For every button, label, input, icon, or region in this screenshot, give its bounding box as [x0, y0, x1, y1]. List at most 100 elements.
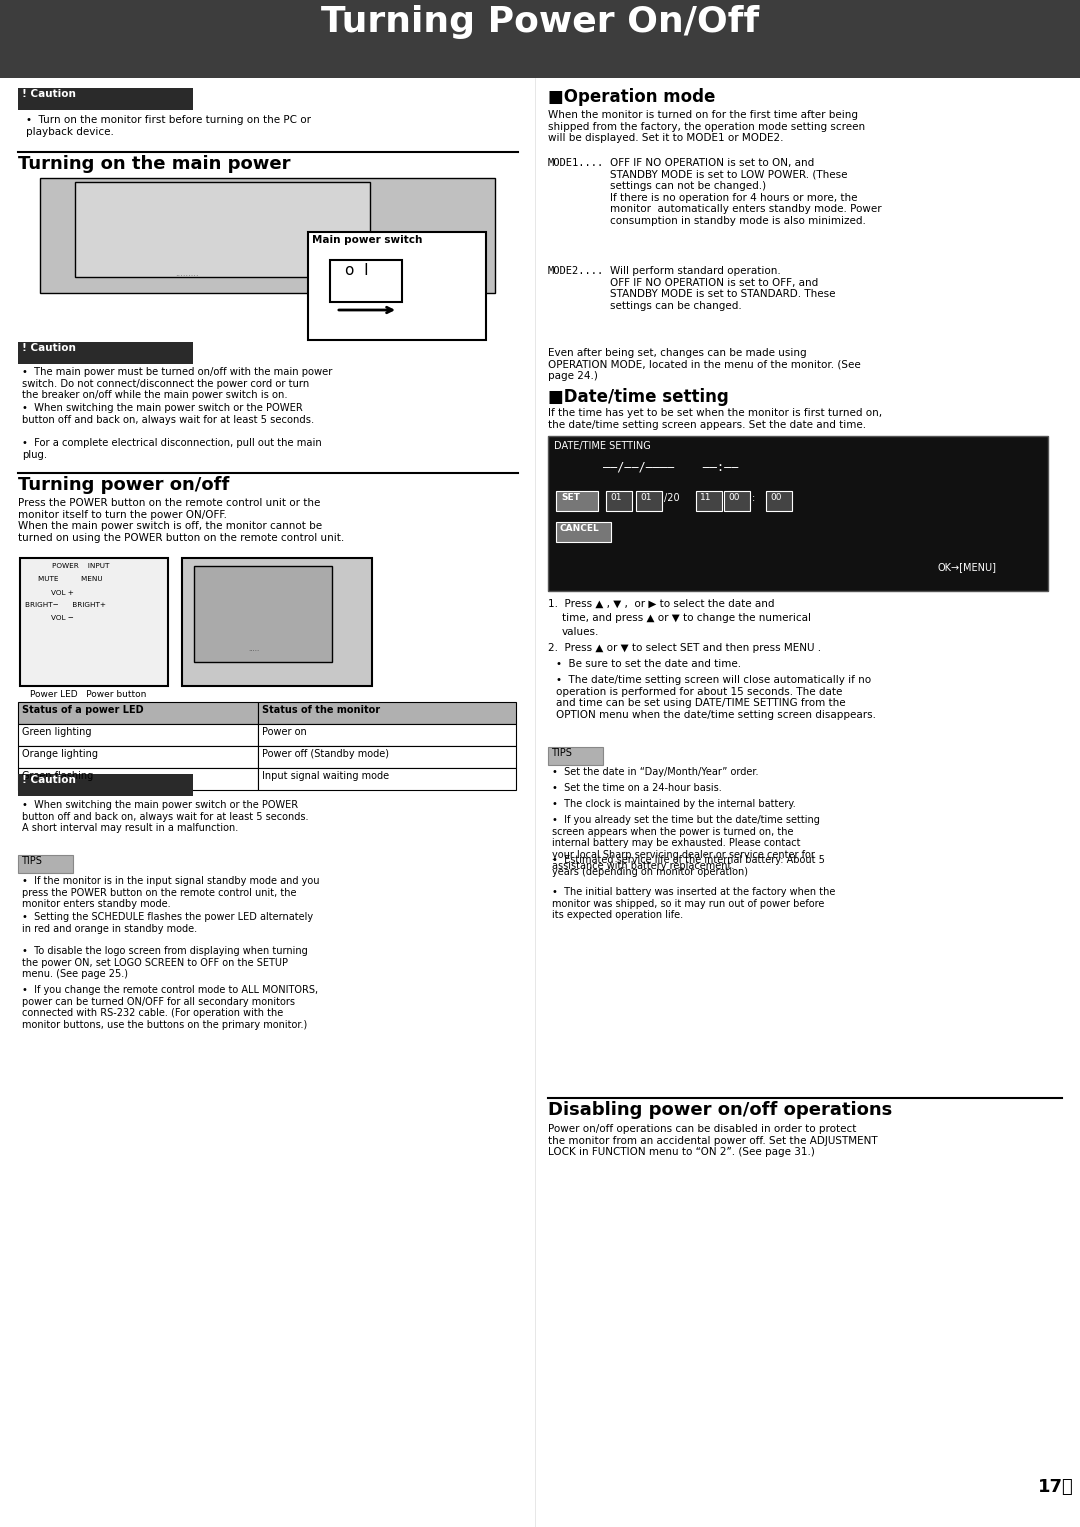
Text: •  Set the time on a 24-hour basis.: • Set the time on a 24-hour basis.: [552, 783, 721, 793]
Text: •  Setting the SCHEDULE flashes the power LED alternately
in red and orange in s: • Setting the SCHEDULE flashes the power…: [22, 912, 313, 933]
Text: •  For a complete electrical disconnection, pull out the main
plug.: • For a complete electrical disconnectio…: [22, 438, 322, 460]
Text: Green flashing: Green flashing: [22, 771, 93, 780]
Bar: [75, 182, 370, 276]
Bar: [18, 89, 193, 110]
Text: 2.  Press ▲ or ▼ to select SET and then press MENU .: 2. Press ▲ or ▼ to select SET and then p…: [548, 643, 821, 654]
Text: •  Estimated service life of the internal battery: About 5
years (depending on m: • Estimated service life of the internal…: [552, 855, 825, 876]
Text: 01: 01: [640, 493, 651, 502]
Text: •  The date/time setting screen will close automatically if no
operation is perf: • The date/time setting screen will clos…: [556, 675, 876, 719]
Text: •  Set the date in “Day/Month/Year” order.: • Set the date in “Day/Month/Year” order…: [552, 767, 758, 777]
Text: :: :: [752, 493, 755, 502]
Bar: [0, 0, 1080, 78]
Text: Power off (Standby mode): Power off (Standby mode): [262, 750, 389, 759]
Text: Green lighting: Green lighting: [22, 727, 92, 738]
Text: TIPS: TIPS: [21, 857, 42, 866]
Text: •  To disable the logo screen from displaying when turning
the power ON, set LOG: • To disable the logo screen from displa…: [22, 947, 308, 979]
Text: ! Caution: ! Caution: [22, 776, 76, 785]
Text: •  The initial battery was inserted at the factory when the
monitor was shipped,: • The initial battery was inserted at th…: [552, 887, 835, 921]
Bar: [21, 557, 168, 686]
Text: OK→[MENU]: OK→[MENU]: [939, 562, 997, 573]
Text: 01: 01: [610, 493, 621, 502]
Text: ! Caution: ! Caution: [22, 344, 76, 353]
Text: Turning Power On/Off: Turning Power On/Off: [321, 5, 759, 40]
Bar: [18, 342, 193, 363]
Bar: [548, 437, 1048, 591]
Bar: [258, 768, 516, 789]
Text: 1.  Press ▲ , ▼ ,  or ▶ to select the date and: 1. Press ▲ , ▼ , or ▶ to select the date…: [548, 599, 774, 609]
Text: ■Operation mode: ■Operation mode: [548, 89, 715, 105]
Text: MUTE          MENU: MUTE MENU: [38, 576, 103, 582]
Text: MODE1....: MODE1....: [548, 157, 604, 168]
Bar: [18, 702, 258, 724]
Bar: [18, 724, 258, 747]
Bar: [330, 260, 402, 302]
Text: Turning on the main power: Turning on the main power: [18, 156, 291, 173]
Text: 11: 11: [700, 493, 712, 502]
Bar: [308, 232, 486, 341]
Text: •  The main power must be turned on/off with the main power
switch. Do not conne: • The main power must be turned on/off w…: [22, 366, 333, 400]
Bar: [766, 492, 792, 512]
Text: 00: 00: [770, 493, 782, 502]
Text: Will perform standard operation.
OFF IF NO OPERATION is set to OFF, and
STANDBY : Will perform standard operation. OFF IF …: [610, 266, 836, 312]
Text: values.: values.: [562, 628, 599, 637]
Bar: [556, 522, 611, 542]
Text: ■Date/time setting: ■Date/time setting: [548, 388, 729, 406]
Text: Status of the monitor: Status of the monitor: [262, 705, 380, 715]
Bar: [548, 747, 603, 765]
Text: BRIGHT−      BRIGHT+: BRIGHT− BRIGHT+: [25, 602, 106, 608]
Bar: [18, 774, 193, 796]
Bar: [18, 855, 73, 873]
Text: DATE/TIME SETTING: DATE/TIME SETTING: [554, 441, 651, 450]
Text: If the time has yet to be set when the monitor is first turned on,
the date/time: If the time has yet to be set when the m…: [548, 408, 882, 429]
Text: •  If the monitor is in the input signal standby mode and you
press the POWER bu: • If the monitor is in the input signal …: [22, 876, 320, 909]
Text: •  Be sure to set the date and time.: • Be sure to set the date and time.: [556, 660, 741, 669]
Text: Power on/off operations can be disabled in order to protect
the monitor from an : Power on/off operations can be disabled …: [548, 1124, 878, 1157]
Text: Main power switch: Main power switch: [312, 235, 422, 244]
Bar: [258, 747, 516, 768]
Text: /20: /20: [664, 493, 679, 502]
Bar: [606, 492, 632, 512]
Text: Even after being set, changes can be made using
OPERATION MODE, located in the m: Even after being set, changes can be mad…: [548, 348, 861, 382]
Text: When the monitor is turned on for the first time after being
shipped from the fa: When the monitor is turned on for the fi…: [548, 110, 865, 144]
Text: VOL −: VOL −: [51, 615, 73, 621]
Text: •  When switching the main power switch or the POWER
button off and back on, alw: • When switching the main power switch o…: [22, 403, 314, 425]
Text: MODE2....: MODE2....: [548, 266, 604, 276]
Text: OFF IF NO OPERATION is set to ON, and
STANDBY MODE is set to LOW POWER. (These
s: OFF IF NO OPERATION is set to ON, and ST…: [610, 157, 881, 226]
Bar: [194, 567, 332, 663]
Text: 00: 00: [728, 493, 740, 502]
Bar: [18, 768, 258, 789]
Text: Disabling power on/off operations: Disabling power on/off operations: [548, 1101, 892, 1119]
Text: 17Ⓔ: 17Ⓔ: [1038, 1478, 1074, 1496]
Bar: [556, 492, 598, 512]
Bar: [636, 492, 662, 512]
Text: Input signal waiting mode: Input signal waiting mode: [262, 771, 389, 780]
Bar: [183, 557, 372, 686]
Text: •  If you already set the time but the date/time setting
screen appears when the: • If you already set the time but the da…: [552, 815, 820, 872]
Bar: [40, 179, 495, 293]
Text: TIPS: TIPS: [551, 748, 572, 757]
Bar: [724, 492, 750, 512]
Text: •  When switching the main power switch or the POWER
button off and back on, alw: • When switching the main power switch o…: [22, 800, 309, 834]
Text: Power LED   Power button: Power LED Power button: [30, 690, 147, 699]
Text: Orange lighting: Orange lighting: [22, 750, 98, 759]
Text: o  I: o I: [345, 263, 368, 278]
Text: POWER    INPUT: POWER INPUT: [52, 563, 109, 570]
Bar: [258, 702, 516, 724]
Text: SET: SET: [561, 493, 580, 502]
Bar: [696, 492, 723, 512]
Text: Press the POWER button on the remote control unit or the
monitor itself to turn : Press the POWER button on the remote con…: [18, 498, 345, 542]
Text: VOL +: VOL +: [51, 589, 73, 596]
Text: ! Caution: ! Caution: [22, 89, 76, 99]
Text: Power on: Power on: [262, 727, 307, 738]
Text: Status of a power LED: Status of a power LED: [22, 705, 144, 715]
Text: •  Turn on the monitor first before turning on the PC or
playback device.: • Turn on the monitor first before turni…: [26, 115, 311, 136]
Text: ·····: ·····: [248, 647, 259, 654]
Text: ·········: ·········: [175, 272, 199, 281]
Text: Turning power on/off: Turning power on/off: [18, 476, 229, 495]
Text: •  If you change the remote control mode to ALL MONITORS,
power can be turned ON: • If you change the remote control mode …: [22, 985, 319, 1029]
Bar: [18, 747, 258, 768]
Text: CANCEL: CANCEL: [559, 524, 598, 533]
Text: ——/——/————    ——:——: ——/——/———— ——:——: [603, 460, 739, 473]
Bar: [258, 724, 516, 747]
Text: time, and press ▲ or ▼ to change the numerical: time, and press ▲ or ▼ to change the num…: [562, 612, 811, 623]
